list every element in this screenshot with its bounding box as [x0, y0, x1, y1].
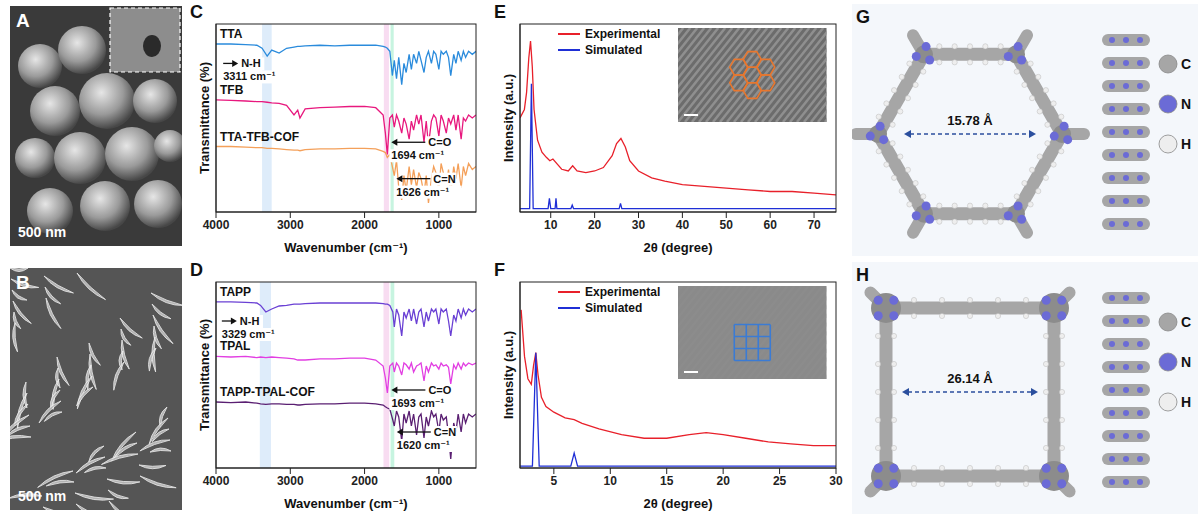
svg-text:3000: 3000 — [277, 474, 304, 488]
svg-text:H: H — [856, 265, 869, 285]
svg-text:3311 cm⁻¹: 3311 cm⁻¹ — [223, 70, 276, 82]
svg-text:30: 30 — [632, 218, 646, 232]
svg-text:TTA: TTA — [220, 27, 243, 41]
svg-text:5: 5 — [551, 474, 558, 488]
svg-text:25: 25 — [773, 474, 787, 488]
svg-text:Transmittance (%): Transmittance (%) — [197, 62, 212, 174]
svg-text:Experimental: Experimental — [585, 285, 660, 299]
svg-text:A: A — [16, 10, 30, 31]
svg-text:C: C — [1181, 314, 1191, 330]
svg-text:500 nm: 500 nm — [18, 488, 66, 504]
svg-text:B: B — [16, 272, 30, 293]
svg-text:50: 50 — [720, 218, 734, 232]
svg-text:N-H: N-H — [240, 315, 260, 327]
svg-text:D: D — [190, 260, 203, 280]
svg-text:2000: 2000 — [351, 218, 378, 232]
svg-text:2θ (degree): 2θ (degree) — [643, 240, 712, 255]
svg-text:10: 10 — [544, 218, 558, 232]
svg-text:N: N — [1181, 354, 1191, 370]
svg-text:C: C — [1181, 56, 1191, 72]
svg-text:1694 cm⁻¹: 1694 cm⁻¹ — [391, 149, 444, 161]
svg-text:4000: 4000 — [203, 218, 230, 232]
svg-text:40: 40 — [676, 218, 690, 232]
svg-text:Simulated: Simulated — [585, 43, 642, 57]
svg-text:20: 20 — [588, 218, 602, 232]
svg-text:Intensity (a.u.): Intensity (a.u.) — [501, 331, 516, 419]
svg-text:2θ (degree): 2θ (degree) — [643, 496, 712, 511]
svg-text:15.78 Å: 15.78 Å — [947, 113, 993, 128]
svg-text:Experimental: Experimental — [585, 27, 660, 41]
svg-text:1626 cm⁻¹: 1626 cm⁻¹ — [396, 186, 449, 198]
svg-text:Simulated: Simulated — [585, 301, 642, 315]
svg-text:Intensity (a.u.): Intensity (a.u.) — [501, 74, 516, 162]
svg-text:1000: 1000 — [426, 218, 453, 232]
svg-text:3329 cm⁻¹: 3329 cm⁻¹ — [222, 328, 275, 340]
svg-text:Wavenumber (cm⁻¹): Wavenumber (cm⁻¹) — [284, 496, 407, 511]
svg-text:TPAL: TPAL — [220, 339, 250, 353]
svg-text:70: 70 — [807, 218, 821, 232]
svg-text:60: 60 — [763, 218, 777, 232]
svg-text:C=N: C=N — [433, 173, 455, 185]
svg-text:C: C — [190, 2, 203, 22]
svg-text:TTA-TFB-COF: TTA-TFB-COF — [220, 130, 299, 144]
svg-text:4000: 4000 — [203, 474, 230, 488]
svg-text:2000: 2000 — [351, 474, 378, 488]
svg-text:C=N: C=N — [434, 426, 456, 438]
svg-text:N-H: N-H — [241, 57, 261, 69]
svg-text:10: 10 — [604, 474, 618, 488]
svg-text:1620 cm⁻¹: 1620 cm⁻¹ — [397, 439, 450, 451]
svg-text:Transmittance (%): Transmittance (%) — [197, 319, 212, 431]
svg-text:TFB: TFB — [220, 83, 244, 97]
svg-text:C=O: C=O — [428, 136, 451, 148]
svg-text:500 nm: 500 nm — [18, 224, 66, 240]
svg-text:H: H — [1181, 394, 1191, 410]
svg-text:F: F — [494, 260, 505, 280]
svg-text:G: G — [856, 7, 870, 27]
svg-text:TAPP: TAPP — [220, 285, 251, 299]
svg-text:E: E — [494, 2, 506, 22]
svg-text:20: 20 — [716, 474, 730, 488]
svg-text:N: N — [1181, 96, 1191, 112]
svg-text:1000: 1000 — [426, 474, 453, 488]
svg-text:Wavenumber (cm⁻¹): Wavenumber (cm⁻¹) — [284, 240, 407, 255]
svg-text:1693 cm⁻¹: 1693 cm⁻¹ — [391, 397, 444, 409]
svg-text:15: 15 — [660, 474, 674, 488]
svg-text:26.14 Å: 26.14 Å — [947, 371, 993, 386]
svg-text:H: H — [1181, 136, 1191, 152]
svg-text:30: 30 — [829, 474, 843, 488]
svg-text:3000: 3000 — [277, 218, 304, 232]
svg-text:TAPP-TPAL-COF: TAPP-TPAL-COF — [220, 385, 315, 399]
svg-text:C=O: C=O — [428, 384, 451, 396]
